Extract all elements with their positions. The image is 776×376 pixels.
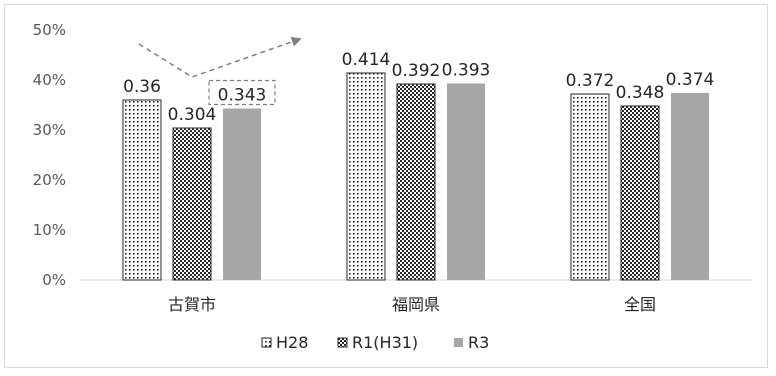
legend-swatch — [337, 337, 348, 348]
data-label: 0.374 — [666, 70, 715, 90]
data-label: 0.348 — [616, 83, 665, 103]
data-label: 0.393 — [442, 61, 491, 81]
x-axis-categories: 古賀市 福岡県 全国 — [168, 295, 656, 314]
bar — [223, 108, 261, 280]
y-tick-label: 10% — [33, 221, 66, 239]
data-label: 0.36 — [123, 77, 161, 97]
legend-swatch — [261, 337, 272, 348]
bar — [570, 93, 610, 281]
legend-swatch — [454, 338, 463, 347]
category-label: 古賀市 — [168, 295, 216, 314]
y-tick-label: 0% — [42, 271, 66, 289]
bar — [172, 127, 212, 281]
y-tick-label: 50% — [33, 21, 66, 39]
category-label: 全国 — [624, 295, 656, 314]
data-label: 0.372 — [566, 71, 615, 91]
bar — [620, 105, 660, 281]
bar — [671, 93, 709, 280]
data-label: 0.414 — [342, 50, 391, 70]
bar — [346, 72, 386, 281]
annotation-box — [208, 79, 276, 106]
legend-label: H28 — [276, 333, 308, 352]
y-tick-label: 20% — [33, 171, 66, 189]
bar — [122, 99, 162, 281]
trend-arrow — [138, 36, 302, 78]
annotation — [138, 36, 302, 106]
bar — [396, 83, 436, 281]
legend: H28 R1(H31) R3 — [261, 333, 489, 352]
category-label: 福岡県 — [392, 295, 440, 314]
bar — [447, 83, 485, 280]
legend-label: R3 — [468, 333, 489, 352]
chart-frame — [4, 4, 768, 368]
legend-label: R1(H31) — [352, 333, 418, 352]
bars — [122, 72, 709, 281]
y-tick-label: 30% — [33, 121, 66, 139]
y-tick-label: 40% — [33, 71, 66, 89]
data-label: 0.304 — [168, 105, 217, 125]
data-label: 0.343 — [218, 86, 267, 106]
data-label: 0.392 — [392, 61, 441, 81]
